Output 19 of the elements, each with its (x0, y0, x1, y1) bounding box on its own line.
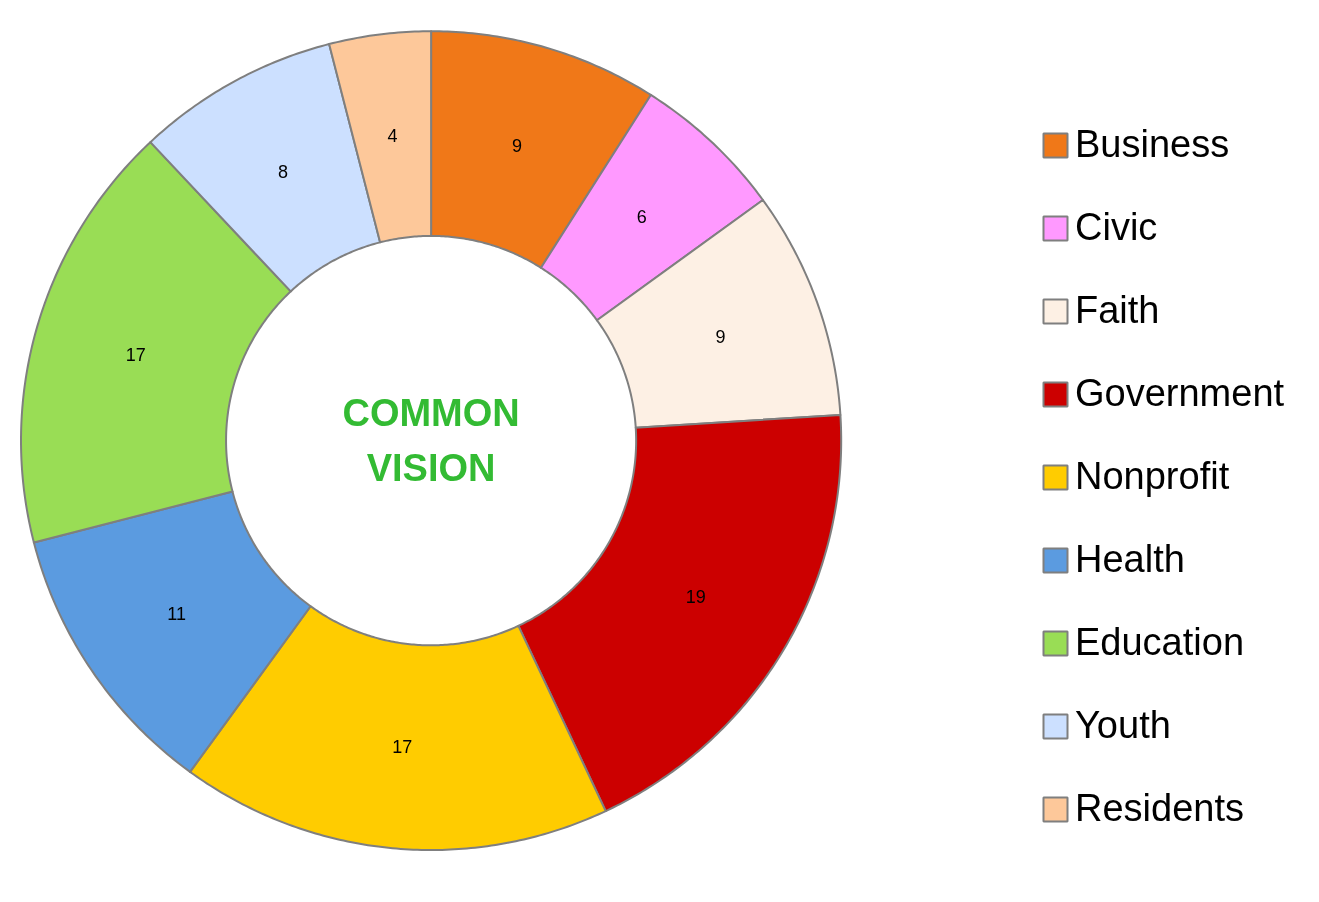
data-label: 17 (125, 345, 146, 366)
data-label: 8 (277, 162, 288, 183)
text: COMMON VISION (342, 392, 520, 489)
legend-label: Residents (1075, 787, 1244, 830)
legend-label: Faith (1075, 289, 1160, 332)
data-label: 4 (387, 126, 398, 147)
legend-label: Government (1075, 372, 1285, 415)
legend-label: Health (1075, 538, 1185, 581)
data-label: 9 (715, 327, 726, 348)
data-label: 19 (685, 587, 706, 608)
data-label: 17 (392, 736, 413, 757)
data-label: 11 (167, 603, 187, 624)
data-label: 9 (511, 136, 522, 157)
legend-label: Nonprofit (1075, 455, 1230, 498)
legend-label: Civic (1075, 206, 1158, 249)
legend-label: Business (1075, 123, 1230, 166)
legend-label: Youth (1075, 704, 1171, 747)
data-label: 6 (636, 207, 647, 228)
legend-label: Education (1075, 621, 1245, 664)
